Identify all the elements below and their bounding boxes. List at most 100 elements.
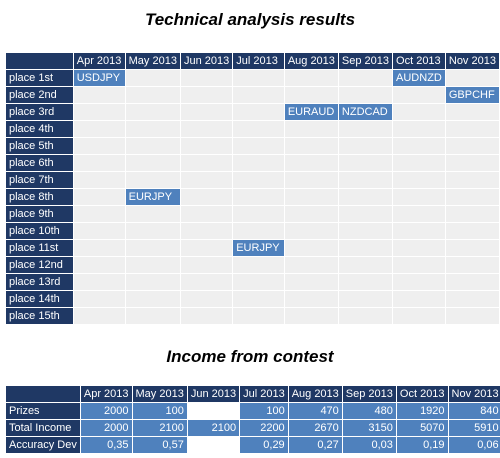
table-cell: 2200 [239,419,289,437]
table-cell: GBPCHF [444,86,500,104]
table-cell [283,137,339,155]
table-cell [337,120,394,138]
row-label: place 13rd [5,273,74,291]
row-label: place 3rd [5,103,74,121]
table-cell [392,239,446,257]
month-header: May 2013 [131,385,188,403]
table-cell [337,69,394,87]
table-cell [232,171,285,189]
table-cell [337,205,394,223]
table-cell [444,137,500,155]
table-cell [283,69,339,87]
table-cell [232,86,285,104]
row-label: place 8th [5,188,74,206]
row-label: place 15th [5,307,74,325]
table-cell [124,120,181,138]
table-row: place 1st USDJPY AUDNZD [5,69,500,87]
table-cell [179,222,234,240]
table-cell: 840 [447,402,500,420]
table-cell [444,239,500,257]
table-cell: 5070 [395,419,449,437]
table-cell: EURJPY [124,188,181,206]
table-cell [72,273,126,291]
table-cell [124,171,181,189]
row-label: place 1st [5,69,74,87]
table-row: Accuracy Dev 0,35 0,57 0,29 0,27 0,03 0,19 0,06 [5,436,500,454]
table-cell [392,154,446,172]
table-cell [72,137,126,155]
table-cell [124,205,181,223]
table-cell [283,290,339,308]
table-cell [444,171,500,189]
table-cell [179,256,234,274]
month-header: Nov 2013 [447,385,500,403]
table-cell [72,171,126,189]
table-cell: 5910 [447,419,500,437]
table-cell: 0,29 [239,436,289,454]
table-cell [124,256,181,274]
table-cell [232,103,285,121]
table-cell [337,137,394,155]
table-cell [179,171,234,189]
month-header: Apr 2013 [79,385,133,403]
table-cell [72,188,126,206]
table-cell [283,273,339,291]
table-cell: NZDCAD [337,103,394,121]
table-cell [72,307,126,325]
table-cell [232,120,285,138]
row-label: place 9th [5,205,74,223]
table-cell [283,205,339,223]
table-cell: 3150 [341,419,397,437]
table-cell [124,290,181,308]
table-cell [283,86,339,104]
table-cell [232,222,285,240]
table-cell [444,205,500,223]
table-cell: 1920 [395,402,449,420]
table-cell [124,86,181,104]
table-cell [337,273,394,291]
table-cell [232,154,285,172]
table-cell [283,120,339,138]
table-cell [124,239,181,257]
month-header: Sep 2013 [341,385,397,403]
table-cell [392,222,446,240]
table-cell [444,103,500,121]
table-cell [392,137,446,155]
table-cell [72,154,126,172]
table-cell: 2000 [79,419,133,437]
header-corner [5,52,74,70]
table-cell [179,188,234,206]
table-cell: 100 [239,402,289,420]
table-cell [283,222,339,240]
table-cell [392,120,446,138]
table-row: place 12nd [5,256,500,274]
table-cell [337,290,394,308]
table-cell: EURJPY [232,239,285,257]
technical-analysis-title: Technical analysis results [144,10,356,29]
table-row: place 6th [5,154,500,172]
table-cell: 2100 [186,419,241,437]
month-header: Oct 2013 [392,52,446,70]
month-header: Jun 2013 [179,52,234,70]
table-cell [232,290,285,308]
table-cell [72,86,126,104]
table-cell [283,188,339,206]
table-cell [444,256,500,274]
table-cell [179,239,234,257]
table-row: place 11st EURJPY [5,239,500,257]
table-cell: EURAUD [283,103,339,121]
row-label: place 6th [5,154,74,172]
table-row: place 3rd EURAUD NZDCAD [5,103,500,121]
table-cell [444,69,500,87]
table-row: Prizes 2000 100 100 470 480 1920 840 [5,402,500,420]
table-cell [232,188,285,206]
table-cell [124,69,181,87]
table-row: place 7th [5,171,500,189]
table-row: place 8th EURJPY [5,188,500,206]
table-cell [72,239,126,257]
table-cell [283,239,339,257]
table-cell [179,273,234,291]
table-cell: 470 [287,402,343,420]
table-cell [124,222,181,240]
table-cell [179,307,234,325]
